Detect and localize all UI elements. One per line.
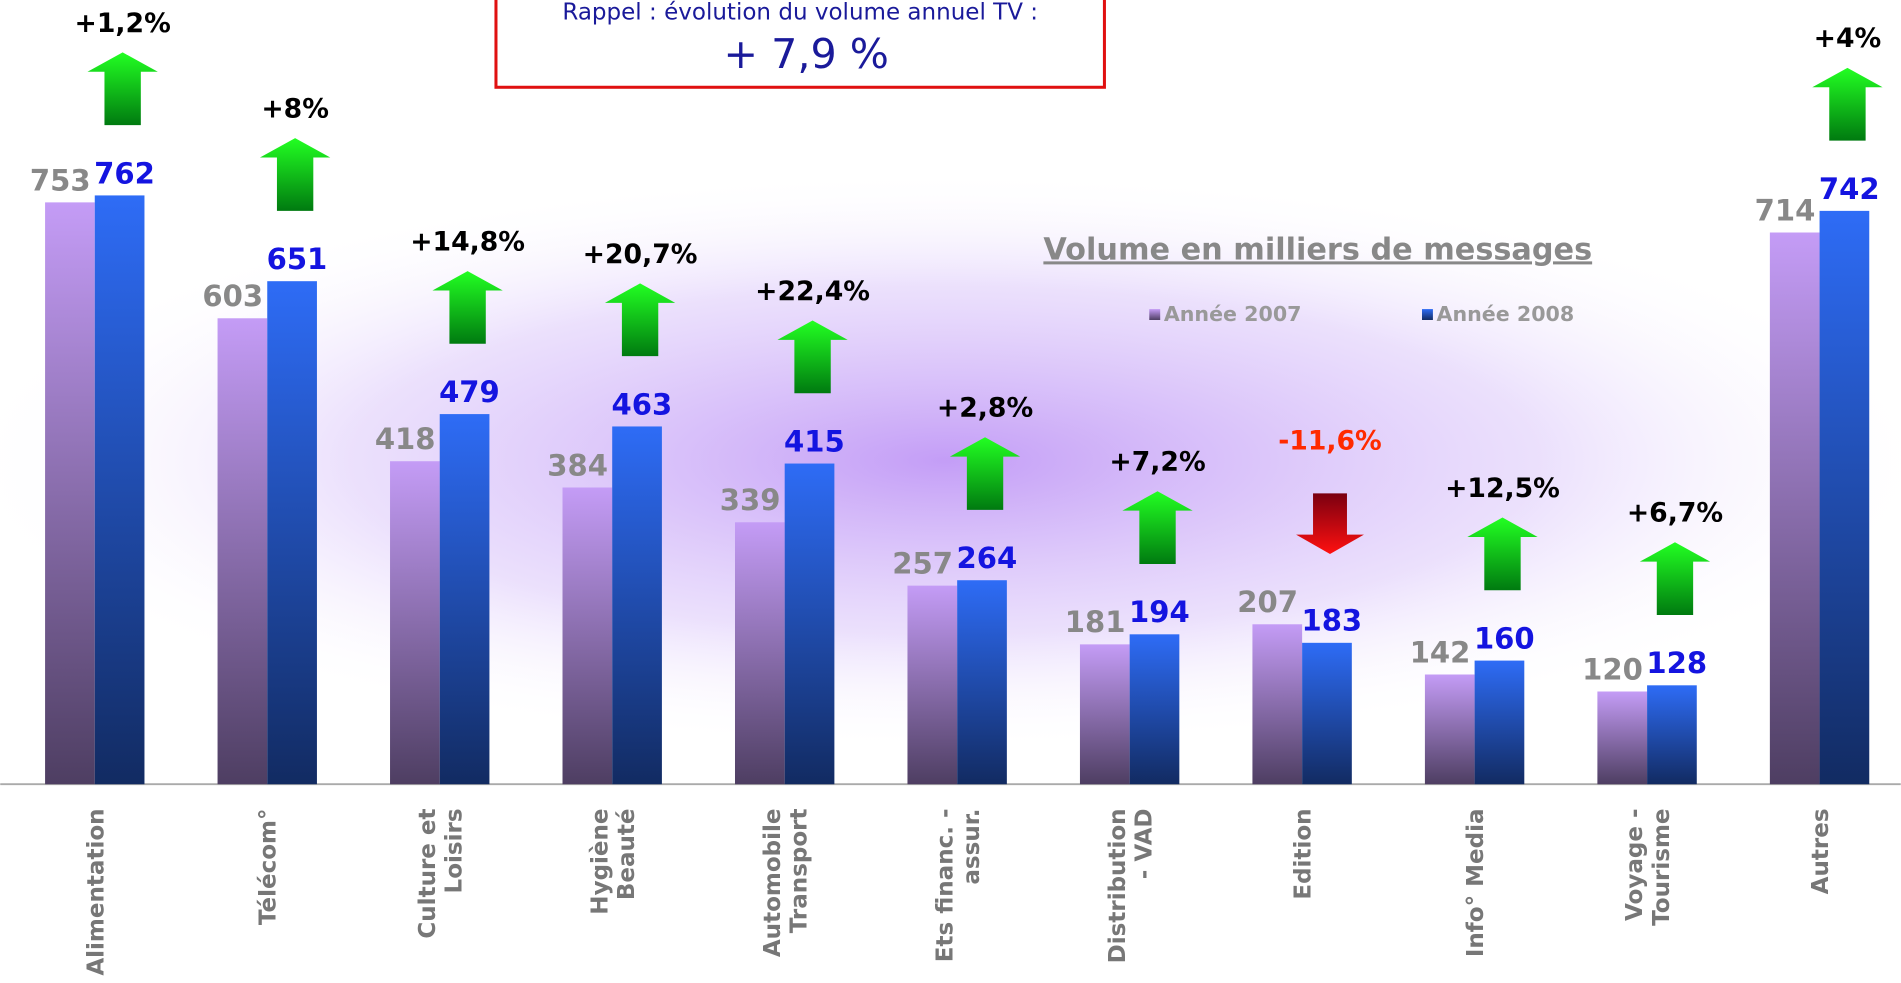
x-tick-label: AutomobileTransport xyxy=(760,808,813,957)
bar xyxy=(217,318,268,785)
subtitle: Volume en milliers de messages xyxy=(1043,232,1592,267)
change-label: +8% xyxy=(261,94,329,125)
value-label: 651 xyxy=(267,242,328,276)
change-label: +6,7% xyxy=(1627,498,1723,529)
legend-swatch xyxy=(1422,309,1433,320)
bar xyxy=(45,202,95,785)
value-label: 264 xyxy=(957,541,1018,575)
bar xyxy=(1597,691,1648,785)
change-arrow xyxy=(777,320,848,394)
bar xyxy=(1302,642,1352,785)
change-label: +1,2% xyxy=(75,8,171,39)
change-label: +2,8% xyxy=(937,393,1033,424)
value-label: 479 xyxy=(439,375,500,409)
chart-title: Rappel : évolution du volume annuel TV : xyxy=(562,0,1038,25)
x-tick-label: Alimentation xyxy=(83,808,109,975)
change-arrow xyxy=(949,437,1021,510)
value-label: 463 xyxy=(612,387,673,421)
value-label: 418 xyxy=(375,422,436,456)
bar xyxy=(267,281,317,785)
title-value: + 7,9 % xyxy=(724,30,889,78)
value-label: 603 xyxy=(202,279,263,313)
bar xyxy=(1769,232,1820,785)
bar xyxy=(390,461,440,785)
change-label: +4% xyxy=(1814,23,1882,54)
legend-label: Année 2007 xyxy=(1164,302,1302,326)
change-arrow xyxy=(1467,517,1538,591)
bar xyxy=(1424,674,1475,785)
change-arrow xyxy=(1812,67,1883,141)
value-label: 742 xyxy=(1819,172,1880,206)
bar xyxy=(562,487,613,785)
bar xyxy=(439,414,490,785)
value-label: 415 xyxy=(784,424,845,458)
bar xyxy=(1819,210,1870,785)
bar xyxy=(1252,624,1303,785)
value-label: 753 xyxy=(30,163,91,197)
value-label: 762 xyxy=(94,156,155,190)
change-label: +14,8% xyxy=(410,226,525,257)
legend-label: Année 2008 xyxy=(1437,302,1575,326)
x-tick-label: Autres xyxy=(1808,808,1834,894)
change-label: +22,4% xyxy=(755,276,870,307)
value-label: 183 xyxy=(1301,604,1362,638)
value-label: 714 xyxy=(1755,193,1816,227)
change-arrow xyxy=(259,138,331,211)
change-arrow xyxy=(87,52,158,126)
x-tick-label: Télécom° xyxy=(256,808,282,925)
bar xyxy=(1647,685,1697,785)
value-label: 160 xyxy=(1474,621,1535,655)
x-tick-label: Culture etLoisirs xyxy=(415,808,468,938)
x-tick-label: Ets financ. -assur. xyxy=(932,808,985,962)
change-arrow xyxy=(604,283,676,357)
title-box xyxy=(494,0,1106,89)
change-arrow xyxy=(1122,491,1193,565)
bar xyxy=(734,522,785,785)
value-label: 181 xyxy=(1065,605,1126,639)
change-label: +12,5% xyxy=(1445,473,1560,504)
bar xyxy=(1079,644,1130,785)
x-tick-label: Info° Media xyxy=(1463,808,1489,957)
x-tick-label: Distribution- VAD xyxy=(1105,808,1158,963)
x-tick-label: HygièneBeauté xyxy=(587,808,640,914)
bar xyxy=(1129,634,1180,785)
bar xyxy=(907,585,958,785)
value-label: 194 xyxy=(1129,595,1190,629)
value-label: 120 xyxy=(1582,652,1643,686)
change-arrow xyxy=(1296,493,1364,554)
value-label: 339 xyxy=(720,483,781,517)
value-label: 384 xyxy=(547,448,608,482)
change-label: +20,7% xyxy=(583,239,698,270)
legend-swatch xyxy=(1149,309,1161,320)
bar xyxy=(612,426,662,785)
change-arrow xyxy=(1639,542,1711,616)
change-label: +7,2% xyxy=(1109,447,1205,478)
bar xyxy=(957,580,1007,785)
value-label: 128 xyxy=(1646,646,1707,680)
bar xyxy=(94,195,145,785)
change-arrow xyxy=(432,271,503,344)
change-label: -11,6% xyxy=(1278,426,1382,457)
value-label: 257 xyxy=(892,547,953,581)
x-tick-label: Edition xyxy=(1291,808,1317,899)
value-label: 142 xyxy=(1410,635,1471,669)
x-tick-label: Voyage -Tourisme xyxy=(1622,808,1675,925)
bar xyxy=(784,463,835,785)
value-label: 207 xyxy=(1237,585,1298,619)
bar xyxy=(1474,660,1525,785)
